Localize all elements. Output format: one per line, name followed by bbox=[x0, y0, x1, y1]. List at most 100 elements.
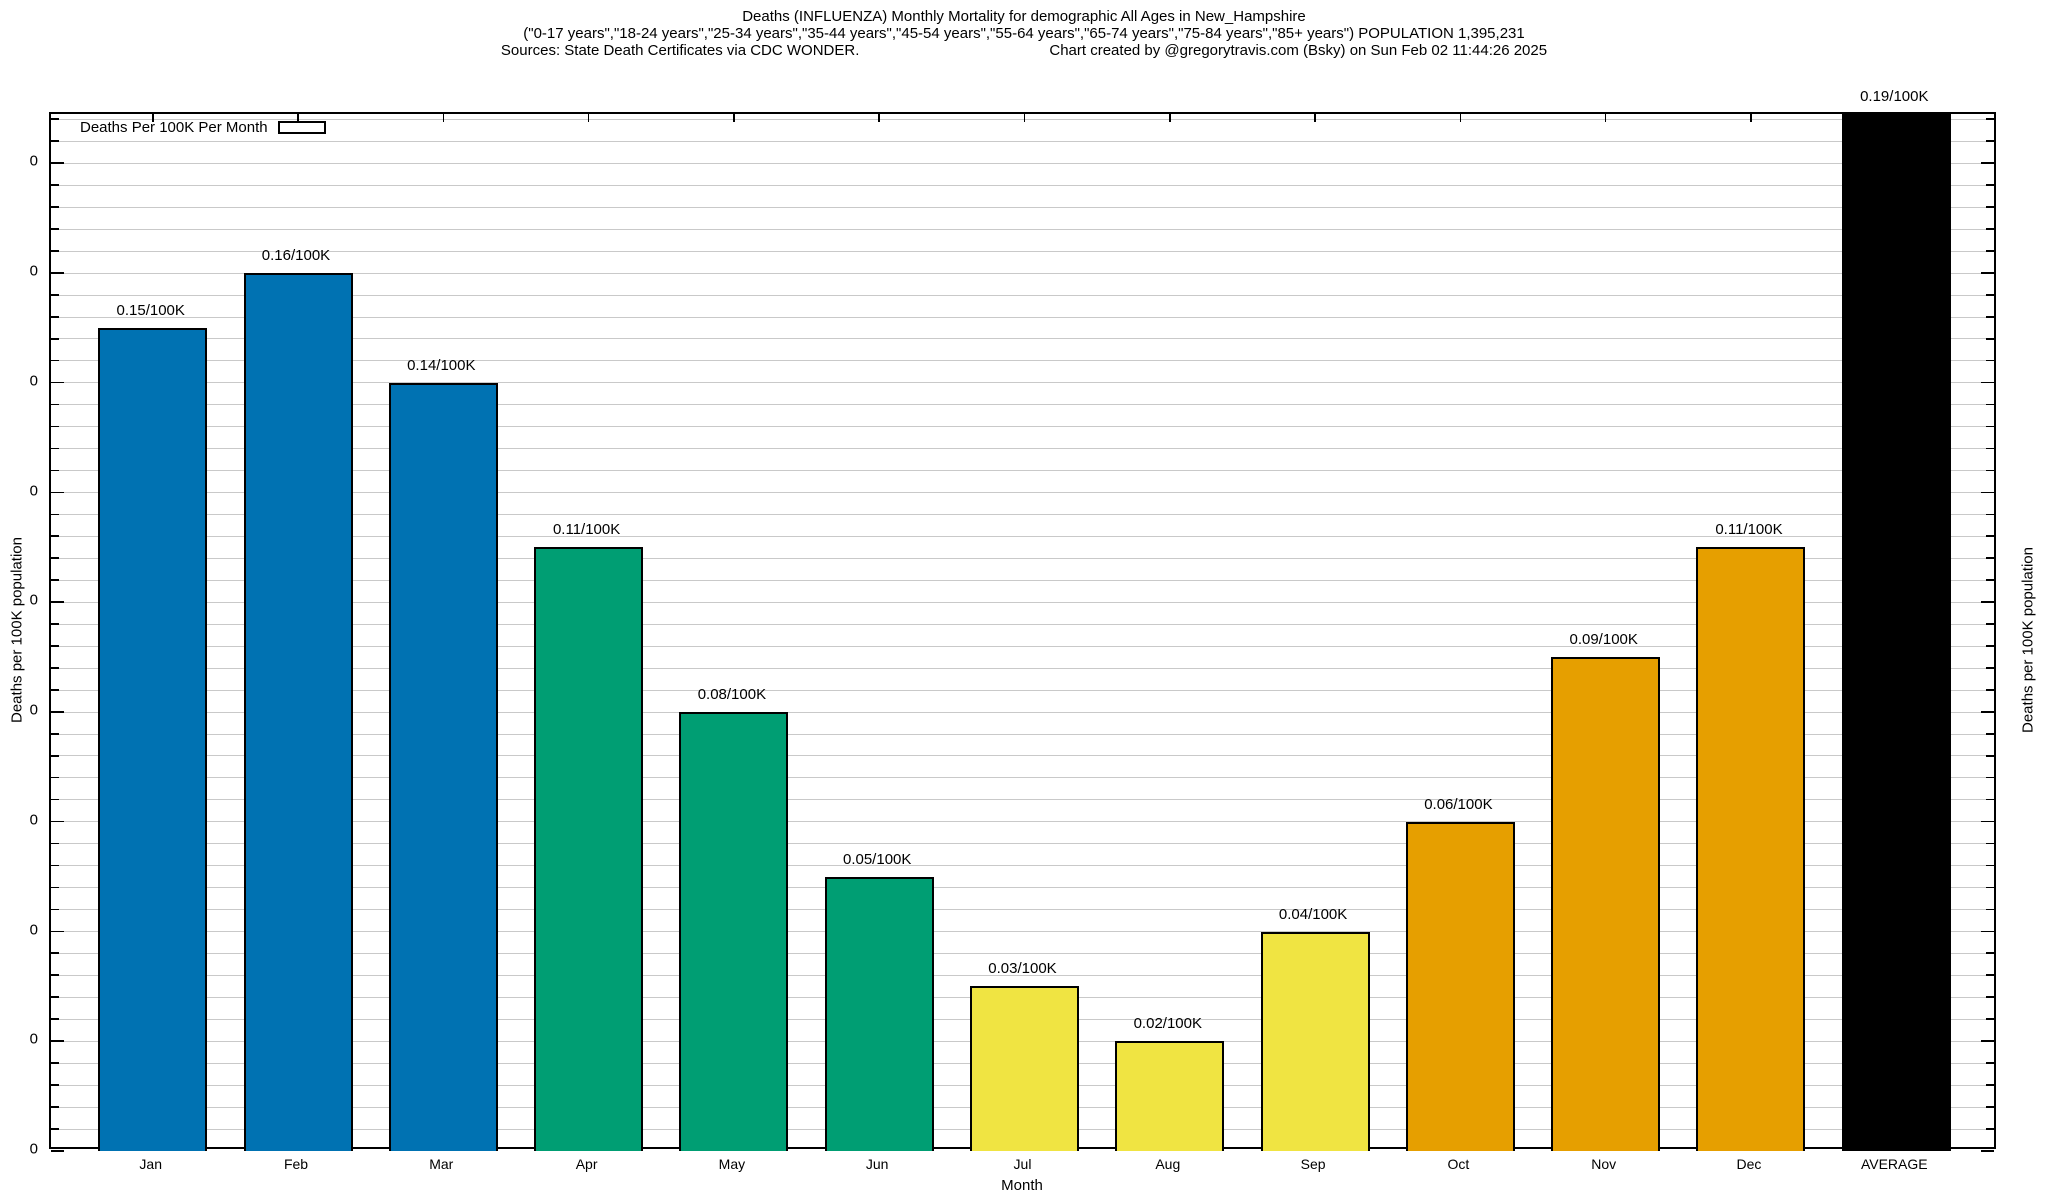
x-tick-top bbox=[1459, 114, 1462, 122]
y-tick-left bbox=[51, 776, 59, 779]
x-tick-label: Feb bbox=[283, 1156, 309, 1172]
x-tick-label: Dec bbox=[1736, 1156, 1762, 1172]
y-tick-right bbox=[1986, 667, 1994, 669]
y-tick-left bbox=[51, 403, 59, 406]
bar-value-label: 0.02/100K bbox=[1133, 1015, 1202, 1033]
gridline bbox=[51, 733, 1994, 735]
bar-average bbox=[1841, 114, 1951, 1151]
y-tick-left bbox=[51, 469, 59, 472]
x-tick-top bbox=[1750, 114, 1752, 122]
y-tick-right bbox=[1986, 228, 1994, 230]
y-tick-left bbox=[51, 447, 59, 450]
y-tick-left bbox=[51, 754, 59, 757]
y-tick-label: 0 bbox=[29, 701, 38, 719]
y-tick-right bbox=[1986, 842, 1994, 845]
gridline bbox=[51, 360, 1994, 362]
bar-sep bbox=[1260, 931, 1370, 1151]
x-tick-top bbox=[733, 114, 735, 122]
y-tick-right bbox=[1986, 645, 1994, 647]
y-tick-right bbox=[1986, 689, 1994, 691]
y-tick-right bbox=[1986, 250, 1994, 252]
legend-color-swatch bbox=[277, 121, 326, 134]
x-tick-label: Apr bbox=[575, 1156, 598, 1172]
gridline bbox=[51, 821, 1994, 823]
x-tick-label: Mar bbox=[429, 1156, 454, 1172]
bar-feb bbox=[243, 273, 353, 1151]
x-tick-label: Jun bbox=[865, 1156, 889, 1172]
y-tick-label: 0 bbox=[29, 372, 38, 390]
y-tick-left bbox=[51, 140, 59, 143]
y-tick-left bbox=[51, 930, 64, 933]
x-axis-title: Month bbox=[1001, 1177, 1043, 1194]
y-tick-right bbox=[1986, 425, 1994, 428]
y-tick-right bbox=[1986, 623, 1994, 625]
y-tick-right bbox=[1986, 206, 1994, 208]
y-tick-left bbox=[51, 1128, 59, 1130]
bar-aug bbox=[1115, 1041, 1225, 1151]
gridline bbox=[51, 382, 1994, 384]
y-tick-right bbox=[1986, 798, 1994, 801]
x-tick-label: Nov bbox=[1591, 1156, 1617, 1172]
y-tick-right bbox=[1986, 754, 1994, 757]
y-tick-right bbox=[1986, 513, 1994, 516]
gridline bbox=[51, 931, 1994, 933]
y-tick-right bbox=[1981, 381, 1994, 384]
gridline bbox=[51, 755, 1994, 757]
y-tick-right bbox=[1981, 272, 1994, 274]
y-tick-left bbox=[51, 228, 59, 230]
gridline bbox=[51, 557, 1994, 559]
bar-jan bbox=[98, 327, 208, 1151]
y-tick-right bbox=[1986, 140, 1994, 143]
y-tick-right bbox=[1981, 711, 1994, 713]
gridline bbox=[51, 338, 1994, 340]
y-tick-right bbox=[1986, 886, 1994, 889]
y-tick-right bbox=[1986, 447, 1994, 450]
bar-value-label: 0.19/100K bbox=[1860, 88, 1929, 105]
y-tick-right bbox=[1986, 403, 1994, 406]
y-tick-right bbox=[1986, 337, 1994, 340]
y-tick-left bbox=[51, 623, 59, 625]
credit-text: Chart created by @gregorytravis.com (Bsk… bbox=[1049, 42, 1548, 59]
gridline bbox=[51, 689, 1994, 691]
x-tick-top bbox=[297, 114, 299, 122]
y-tick-left bbox=[51, 118, 59, 121]
y-tick-left bbox=[51, 1018, 59, 1020]
y-tick-label: 0 bbox=[29, 1030, 38, 1048]
legend-label: Deaths Per 100K Per Month bbox=[80, 119, 268, 136]
y-tick-left bbox=[51, 381, 64, 384]
gridline bbox=[51, 711, 1994, 713]
x-tick-label: Jan bbox=[139, 1156, 162, 1172]
x-tick-top bbox=[151, 114, 154, 122]
chart-source-line: Sources: State Death Certificates via CD… bbox=[0, 42, 2048, 59]
y-tick-left bbox=[51, 886, 59, 889]
gridline bbox=[51, 974, 1994, 976]
gridline bbox=[51, 316, 1994, 318]
y-tick-left bbox=[51, 689, 59, 691]
y-tick-right bbox=[1986, 974, 1994, 977]
gridline bbox=[51, 623, 1994, 625]
y-tick-left bbox=[51, 316, 59, 318]
y-tick-left bbox=[51, 272, 64, 274]
y-tick-label: 0 bbox=[29, 1140, 38, 1158]
gridline bbox=[51, 645, 1994, 647]
y-axis-title-left: Deaths per 100K population bbox=[8, 537, 26, 723]
bar-value-label: 0.04/100K bbox=[1278, 905, 1348, 923]
bar-value-label: 0.14/100K bbox=[407, 356, 476, 374]
y-tick-left bbox=[51, 711, 64, 713]
y-tick-left bbox=[51, 601, 64, 603]
y-tick-left bbox=[51, 491, 64, 494]
y-tick-left bbox=[51, 337, 59, 340]
y-tick-left bbox=[51, 513, 59, 516]
y-tick-right bbox=[1981, 601, 1994, 603]
y-tick-right bbox=[1981, 162, 1994, 164]
bar-jul bbox=[970, 986, 1079, 1151]
y-tick-left bbox=[51, 1040, 64, 1042]
y-tick-right bbox=[1986, 996, 1994, 998]
bar-value-label: 0.05/100K bbox=[842, 850, 912, 868]
bar-nov bbox=[1551, 657, 1661, 1151]
y-tick-label: 0 bbox=[29, 591, 38, 609]
sources-text: Sources: State Death Certificates via CD… bbox=[500, 42, 860, 59]
x-tick-top bbox=[587, 114, 590, 122]
bar-dec bbox=[1696, 547, 1806, 1151]
y-tick-label: 0 bbox=[29, 482, 38, 500]
